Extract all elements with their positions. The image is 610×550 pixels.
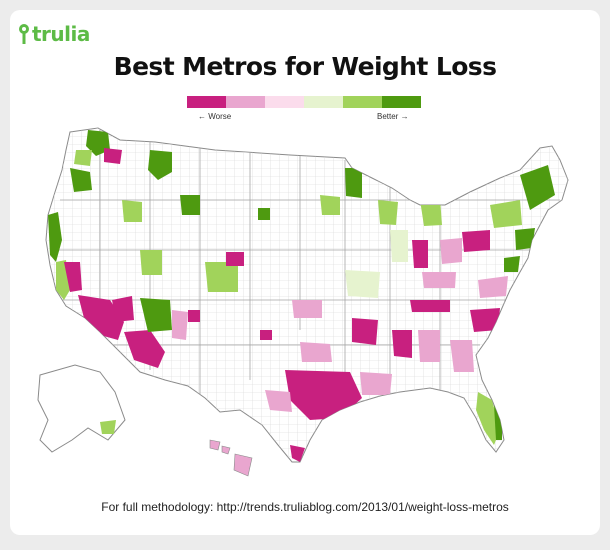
brand-name: trulia [32,22,90,46]
region-michigan [420,198,442,226]
region-florida-east [494,405,502,440]
region-ohio [440,238,462,264]
methodology-footer: For full methodology: http://trends.trul… [101,500,509,514]
region-nm-pink [188,310,200,322]
region-indiana [412,240,428,268]
region-pennsylvania [462,230,490,252]
region-alabama [418,330,440,362]
region-illinois [390,230,408,262]
region-idaho [122,200,142,222]
region-az-green [140,298,172,332]
region-louisiana [360,372,392,395]
legend-swatch-3 [265,96,304,108]
legend-swatch-2 [226,96,265,108]
region-socal [78,295,124,340]
region-dfw [300,342,332,362]
region-west-coast-north [48,212,62,262]
region-florida [476,392,500,445]
region-wisconsin [378,200,398,225]
region-missouri [345,270,380,298]
region-texas-main [285,370,362,420]
region-new-england [520,165,555,210]
region-montana [148,150,172,180]
region-virginia [478,276,508,298]
legend-low-label: ← Worse [198,112,232,121]
region-carolinas [470,308,500,332]
hawaii [209,439,253,477]
region-portland [74,150,92,166]
region-colorado-pink [226,252,244,266]
region-utah [140,250,162,275]
region-ok [292,300,322,318]
legend-swatch-6 [382,96,421,108]
region-minnesota [345,168,362,198]
region-texas-pink [265,390,292,412]
region-ks-pink [260,330,272,340]
region-georgia [450,340,474,372]
legend-high-label: Better → [377,112,409,121]
region-nyc [515,228,535,250]
region-arkansas [352,318,378,345]
region-arizona [124,330,165,368]
legend-swatch-1 [187,96,226,108]
legend-swatch-4 [304,96,343,108]
map-pin-icon [19,24,29,44]
region-dc [504,256,520,272]
region-new-york [490,200,522,228]
region-mn-light [320,195,340,215]
metro-regions [48,130,555,462]
region-oregon [70,168,92,192]
region-central-ca-pink [64,262,82,292]
region-wyoming [180,195,200,215]
region-tennessee [410,300,450,312]
region-nevada-pink [112,296,134,322]
region-dakotas [258,208,270,220]
alaska [37,364,126,453]
region-south-tx [290,445,305,462]
region-colorado [205,262,238,292]
region-kentucky [422,272,456,288]
brand-logo: trulia [18,22,90,46]
region-mississippi [392,330,412,358]
region-az-lightgreen [172,310,188,340]
region-wa-pink [104,148,122,164]
page-title: Best Metros for Weight Loss [113,52,497,81]
legend-swatch-5 [343,96,382,108]
color-legend [187,96,421,108]
